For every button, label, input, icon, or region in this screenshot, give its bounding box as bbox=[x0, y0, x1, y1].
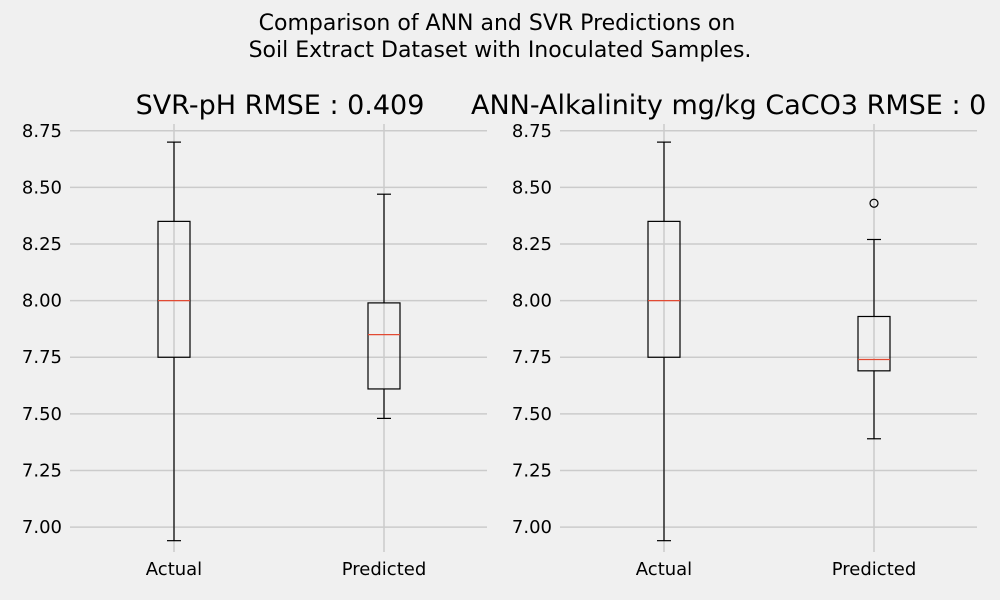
box-actual bbox=[157, 141, 191, 542]
x-tick-label: Predicted bbox=[832, 559, 917, 580]
y-tick-label: 7.25 bbox=[512, 460, 552, 481]
subplots: 7.00 7.25 7.50 7.75 8.00 8.25 8.50 8.75 Actual Pr… bbox=[22, 90, 986, 580]
y-tick-label: 7.50 bbox=[512, 404, 552, 425]
subplot-title: ANN-Alkalinity mg/kg CaCO3 RMSE : 0 bbox=[471, 90, 986, 121]
x-tick-label: Predicted bbox=[342, 559, 427, 580]
y-tick-label: 7.00 bbox=[22, 517, 62, 538]
y-tick-label: 7.75 bbox=[512, 347, 552, 368]
y-tick-label: 8.00 bbox=[22, 291, 62, 312]
y-tick-label: 8.50 bbox=[22, 177, 62, 198]
iqr-box bbox=[157, 220, 191, 358]
subplot-1: 7.00 7.25 7.50 7.75 8.00 8.25 8.50 8.75 Actual Pr… bbox=[22, 90, 487, 580]
y-tick-label: 8.50 bbox=[512, 177, 552, 198]
subplot-title: SVR-pH RMSE : 0.409 bbox=[136, 90, 425, 121]
x-tick-label: Actual bbox=[146, 559, 202, 580]
y-tick-label: 7.75 bbox=[22, 347, 62, 368]
figure-title-line1: Comparison of ANN and SVR Predictions on bbox=[259, 11, 736, 36]
y-tick-label: 7.00 bbox=[512, 517, 552, 538]
iqr-box bbox=[367, 302, 401, 390]
box-predicted bbox=[367, 193, 401, 419]
box-actual bbox=[647, 141, 681, 542]
outlier-point bbox=[869, 198, 879, 208]
boxes bbox=[647, 141, 891, 542]
iqr-box bbox=[857, 315, 891, 372]
boxes bbox=[157, 141, 401, 542]
y-tick-label: 7.25 bbox=[22, 460, 62, 481]
subplot-2: 7.00 7.25 7.50 7.75 8.00 8.25 8.50 8.75 Actual Pr… bbox=[471, 90, 986, 580]
iqr-box bbox=[647, 220, 681, 358]
x-tick-label: Actual bbox=[636, 559, 692, 580]
y-tick-label: 8.25 bbox=[512, 234, 552, 255]
figure-title-line2: Soil Extract Dataset with Inoculated Sam… bbox=[249, 38, 752, 63]
y-tick-label: 8.25 bbox=[22, 234, 62, 255]
box-predicted bbox=[857, 198, 891, 440]
y-tick-label: 8.75 bbox=[22, 121, 62, 142]
y-tick-label: 8.00 bbox=[512, 291, 552, 312]
y-tick-label: 7.50 bbox=[22, 404, 62, 425]
y-tick-label: 8.75 bbox=[512, 121, 552, 142]
